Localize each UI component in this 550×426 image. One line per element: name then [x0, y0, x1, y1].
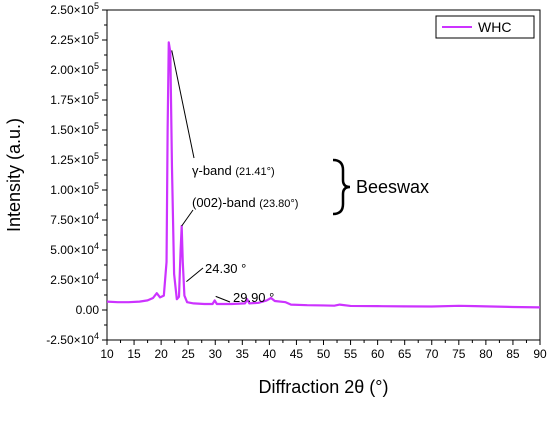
x-tick-label: 55 [344, 347, 358, 361]
y-tick-label: 2.50×104 [50, 271, 99, 287]
x-tick-label: 30 [209, 347, 223, 361]
beeswax-label: Beeswax [356, 177, 429, 197]
y-tick-label: 1.50×105 [50, 121, 99, 137]
x-tick-label: 45 [290, 347, 304, 361]
x-axis: 10 15 20 25 30 35 40 45 50 55 60 65 70 75 80 85 90 [100, 340, 547, 361]
band-002-leader-line [181, 209, 194, 227]
x-tick-label: 35 [236, 347, 250, 361]
x-tick-label: 75 [452, 347, 466, 361]
legend-box [435, 15, 535, 39]
x-tick-label: 10 [100, 347, 114, 361]
y-axis-title: Intensity (a.u.) [4, 118, 24, 232]
y-tick-label: 7.50×104 [50, 211, 99, 227]
y-tick-label: 1.25×105 [50, 151, 99, 167]
series-line-whc [106, 41, 541, 309]
y-tick-label: 2.25×105 [50, 31, 99, 47]
annotation-layer: γ-band (21.41°) (002)-band (23.80°) Beeswa… [171, 50, 429, 305]
beeswax-brace [332, 158, 351, 216]
peak-2430-label: 24.30 ° [205, 261, 246, 276]
x-tick-label: 80 [479, 347, 493, 361]
band-002-label: (002)-band (23.80°) [192, 195, 298, 210]
peak-2430-leader-line [186, 267, 204, 282]
y-tick-label: 0.00 [76, 303, 100, 317]
x-tick-label: 15 [127, 347, 141, 361]
y-axis: -2.50×104 0.00 2.50×104 5.00×104 7.50×104 1.0… [46, 1, 107, 347]
x-tick-label: 40 [263, 347, 277, 361]
y-tick-label: 5.00×104 [50, 241, 99, 257]
x-tick-label: 85 [506, 347, 520, 361]
x-tick-label: 20 [154, 347, 168, 361]
x-axis-title: Diffraction 2θ (°) [259, 377, 389, 397]
x-tick-label: 25 [182, 347, 196, 361]
x-tick-label: 70 [425, 347, 439, 361]
peak-2990-label: 29.90 ° [233, 290, 274, 305]
x-tick-label: 90 [533, 347, 547, 361]
y-tick-label: 1.00×105 [50, 181, 99, 197]
gamma-band-leader-line [171, 50, 195, 159]
x-tick-label: 65 [398, 347, 412, 361]
gamma-band-label: γ-band (21.41°) [192, 163, 275, 178]
x-tick-label: 50 [317, 347, 331, 361]
y-tick-label: -2.50×104 [46, 331, 99, 347]
y-tick-label: 2.00×105 [50, 61, 99, 77]
legend-label: WHC [478, 19, 511, 35]
legend: WHC [435, 15, 535, 39]
y-tick-label: 2.50×105 [50, 1, 99, 17]
series-layer [106, 41, 541, 309]
peak-2990-leader-line [215, 295, 231, 303]
x-tick-label: 60 [371, 347, 385, 361]
y-tick-label: 1.75×105 [50, 91, 99, 107]
